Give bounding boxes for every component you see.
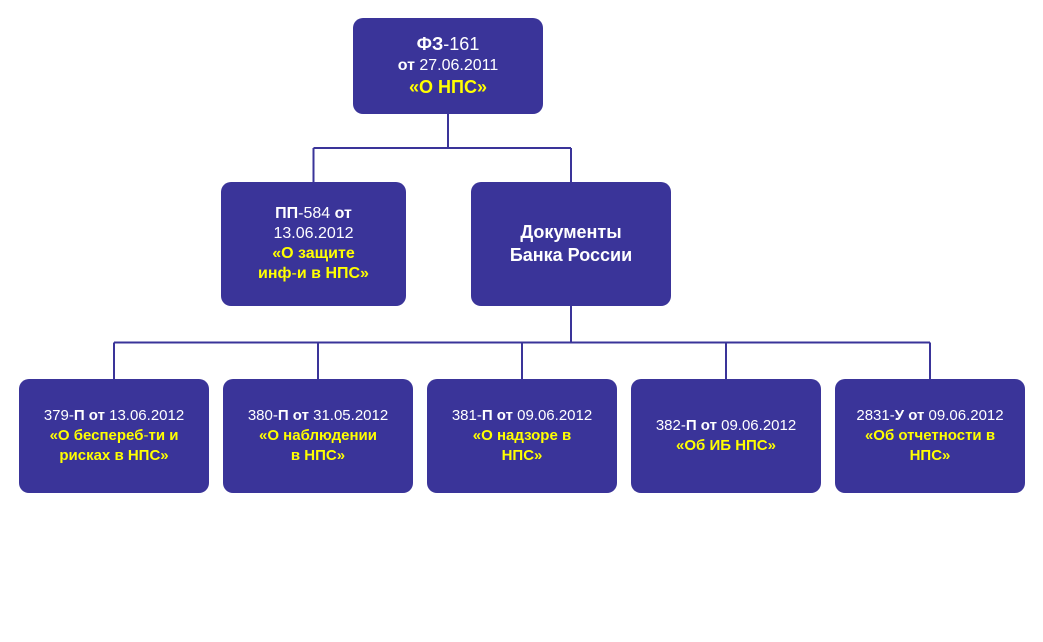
node-p380-line-0-seg-0: 380- xyxy=(248,407,278,424)
node-p380-line-2: в НПС» xyxy=(291,446,345,466)
node-pp584-line-0-seg-0: ПП xyxy=(275,205,298,222)
node-p382-line-0-seg-2: 09.06.2012 xyxy=(721,417,796,434)
node-p379-line-0-seg-1: П от xyxy=(74,407,109,424)
node-cbr-line-0: Документы xyxy=(520,221,621,244)
node-u2831-line-2: НПС» xyxy=(910,446,951,466)
node-p381: 381-П от 09.06.2012«О надзоре вНПС» xyxy=(427,379,617,493)
node-p382: 382-П от 09.06.2012«Об ИБ НПС» xyxy=(631,379,821,493)
node-pp584-line-0-seg-1: -584 xyxy=(298,205,334,222)
node-pp584-line-3-seg-2: и в НПС» xyxy=(297,265,369,282)
node-p381-line-1-seg-0: «О надзоре в xyxy=(473,427,571,444)
node-p381-line-1: «О надзоре в xyxy=(473,426,571,446)
node-pp584-line-0: ПП-584 от xyxy=(275,204,352,224)
node-root-line-0-seg-1: -161 xyxy=(443,34,479,54)
node-p380-line-1: «О наблюдении xyxy=(259,426,377,446)
node-p381-line-0-seg-0: 381- xyxy=(452,407,482,424)
node-cbr-line-1-seg-0: Банка России xyxy=(510,245,632,265)
node-p382-line-1-seg-0: «Об ИБ НПС» xyxy=(676,437,776,454)
node-pp584-line-1: 13.06.2012 xyxy=(273,224,353,244)
node-p380-line-0-seg-1: П от xyxy=(278,407,313,424)
node-pp584-line-2-seg-0: «О защите xyxy=(272,245,355,262)
node-p381-line-0-seg-1: П от xyxy=(482,407,517,424)
node-root: ФЗ-161от 27.06.2011«О НПС» xyxy=(353,18,543,114)
node-p380-line-0-seg-2: 31.05.2012 xyxy=(313,407,388,424)
node-p380-line-1-seg-0: «О наблюдении xyxy=(259,427,377,444)
node-cbr-line-0-seg-0: Документы xyxy=(520,222,621,242)
node-root-line-2: «О НПС» xyxy=(409,76,487,99)
node-pp584-line-1-seg-0: 13.06.2012 xyxy=(273,225,353,242)
node-p382-line-0-seg-0: 382- xyxy=(656,417,686,434)
node-p382-line-1: «Об ИБ НПС» xyxy=(676,436,776,456)
node-p379-line-0-seg-2: 13.06.2012 xyxy=(109,407,184,424)
node-p381-line-2-seg-0: НПС» xyxy=(502,447,543,464)
node-pp584-line-2: «О защите xyxy=(272,244,355,264)
node-p381-line-0: 381-П от 09.06.2012 xyxy=(452,406,592,426)
node-u2831-line-0-seg-1: У от xyxy=(895,407,929,424)
edge-group-cbr xyxy=(114,306,930,379)
node-p379: 379-П от 13.06.2012«О беспереб-ти ириска… xyxy=(19,379,209,493)
node-u2831-line-0-seg-0: 2831- xyxy=(856,407,894,424)
node-p381-line-2: НПС» xyxy=(502,446,543,466)
node-u2831-line-2-seg-0: НПС» xyxy=(910,447,951,464)
node-root-line-1-seg-0: от xyxy=(398,57,420,74)
node-root-line-2-seg-0: «О НПС» xyxy=(409,77,487,97)
node-u2831-line-1-seg-0: «Об отчетности в xyxy=(865,427,995,444)
node-u2831: 2831-У от 09.06.2012«Об отчетности вНПС» xyxy=(835,379,1025,493)
node-root-line-0: ФЗ-161 xyxy=(417,33,480,56)
node-p379-line-2-seg-0: рисках в НПС» xyxy=(59,447,168,464)
node-p382-line-0-seg-1: П от xyxy=(686,417,721,434)
node-pp584: ПП-584 от13.06.2012«О защитеинф-и в НПС» xyxy=(221,182,406,306)
node-p380-line-0: 380-П от 31.05.2012 xyxy=(248,406,388,426)
node-root-line-1-seg-1: 27.06.2011 xyxy=(419,57,498,74)
node-pp584-line-0-seg-2: от xyxy=(335,205,352,222)
node-u2831-line-0: 2831-У от 09.06.2012 xyxy=(856,406,1003,426)
node-p381-line-0-seg-2: 09.06.2012 xyxy=(517,407,592,424)
node-root-line-0-seg-0: ФЗ xyxy=(417,34,444,54)
node-p380-line-2-seg-0: в НПС» xyxy=(291,447,345,464)
node-u2831-line-1: «Об отчетности в xyxy=(865,426,995,446)
node-cbr: Документы Банка России xyxy=(471,182,671,306)
node-p379-line-0-seg-0: 379- xyxy=(44,407,74,424)
node-u2831-line-0-seg-2: 09.06.2012 xyxy=(929,407,1004,424)
node-p379-line-1: «О беспереб-ти и xyxy=(50,426,179,446)
node-p379-line-2: рисках в НПС» xyxy=(59,446,168,466)
node-p380: 380-П от 31.05.2012«О наблюдениив НПС» xyxy=(223,379,413,493)
node-p379-line-1-seg-2: ти и xyxy=(148,427,178,444)
node-p382-line-0: 382-П от 09.06.2012 xyxy=(656,416,796,436)
node-root-line-1: от 27.06.2011 xyxy=(398,56,499,76)
node-cbr-line-1: Банка России xyxy=(510,244,632,267)
node-pp584-line-3: инф-и в НПС» xyxy=(258,264,369,284)
node-p379-line-0: 379-П от 13.06.2012 xyxy=(44,406,184,426)
edge-group-root xyxy=(314,114,572,182)
node-pp584-line-3-seg-0: инф xyxy=(258,265,292,282)
node-p379-line-1-seg-0: «О беспереб xyxy=(50,427,144,444)
